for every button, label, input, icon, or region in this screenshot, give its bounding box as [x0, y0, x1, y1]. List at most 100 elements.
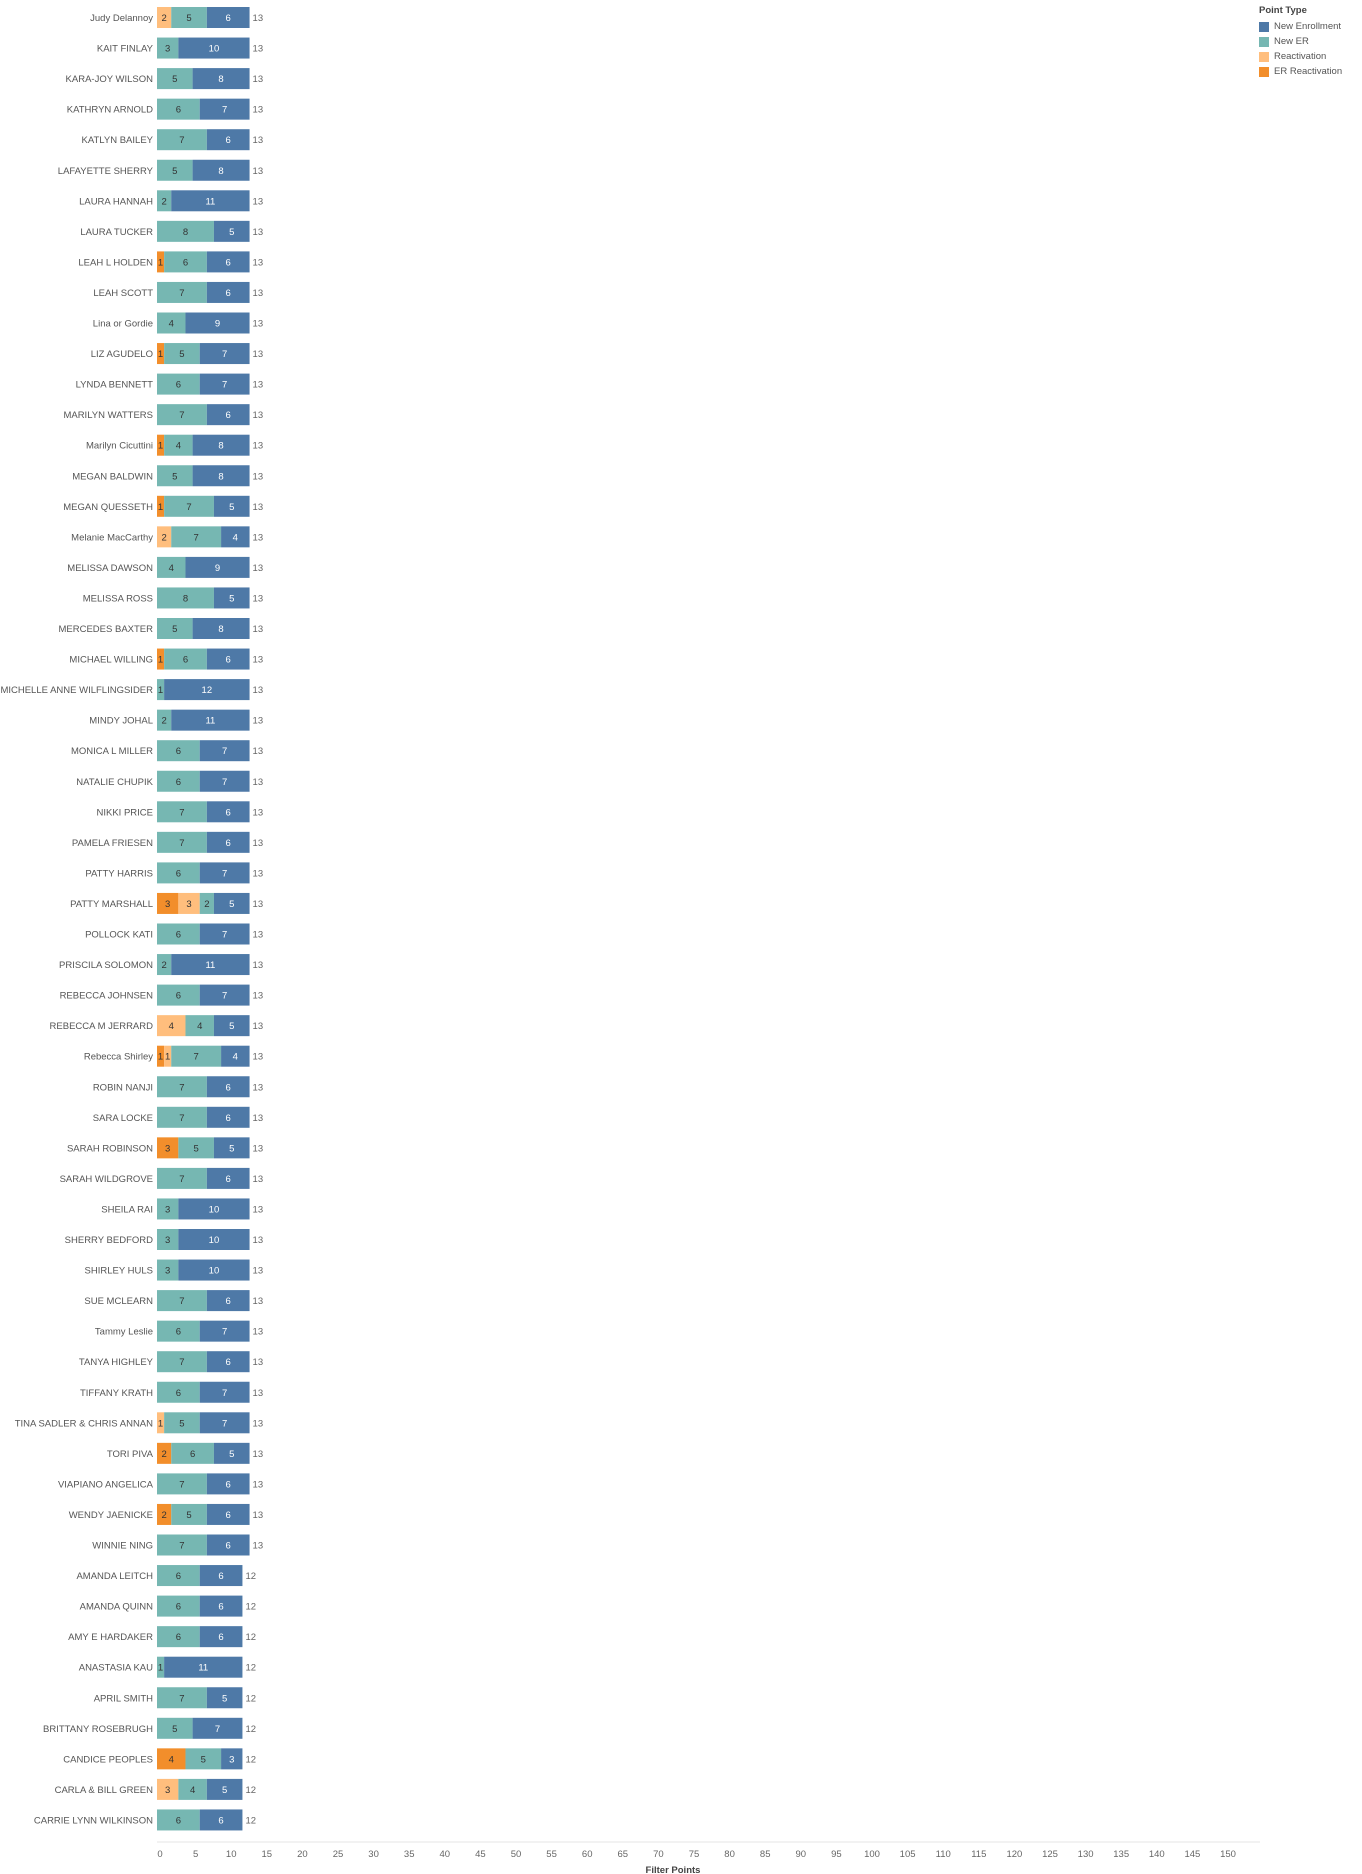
legend-item[interactable]: ER Reactivation	[1259, 64, 1342, 79]
row-label: WINNIE NING	[92, 1541, 153, 1552]
bar-total-label: 13	[253, 1174, 264, 1185]
bar-segment-new-er	[157, 1626, 200, 1648]
bar-segment-new-enrollment	[206, 1687, 243, 1709]
x-tick-label: 110	[936, 1849, 951, 1860]
bar-row: SHIRLEY HULS 3 10 13	[85, 1259, 263, 1281]
x-tick-label: 30	[368, 1849, 379, 1860]
x-tick-label: 125	[1042, 1849, 1058, 1860]
bar-row: MERCEDES BAXTER 5 8 13	[59, 618, 263, 639]
bar-segment-new-er	[157, 159, 193, 181]
bar-segment-label: 7	[179, 1082, 184, 1093]
bar-total-label: 13	[253, 1510, 264, 1521]
bar-segment-label: 6	[226, 1541, 231, 1552]
bar-segment-new-enrollment	[199, 984, 250, 1006]
bar-segment-label: 1	[158, 441, 163, 452]
bar-row: WINNIE NING 7 6 13	[92, 1534, 264, 1556]
bar-segment-new-enrollment	[192, 465, 250, 487]
row-label: Tammy Leslie	[95, 1327, 153, 1338]
bar-segment-label: 6	[226, 13, 231, 24]
bar-row: MEGAN BALDWIN 5 8 13	[72, 465, 263, 487]
bar-segment-label: 6	[226, 288, 231, 299]
bar-segment-new-enrollment	[206, 281, 250, 303]
bar-segment-new-enrollment	[192, 68, 250, 90]
bar-segment-new-er	[157, 1320, 200, 1342]
bar-segment-label: 3	[165, 1143, 170, 1154]
bar-segment-label: 3	[165, 44, 170, 55]
bar-total-label: 13	[253, 1541, 264, 1552]
bar-segment-label: 7	[179, 1693, 184, 1704]
bar-segment-label: 6	[218, 1632, 223, 1643]
row-label: TINA SADLER & CHRIS ANNAN	[15, 1418, 153, 1429]
bar-segment-new-er	[157, 98, 200, 120]
bar-segment-new-enrollment	[178, 1229, 250, 1250]
bar-segment-label: 5	[229, 227, 234, 238]
row-label: PATTY HARRIS	[85, 868, 153, 879]
bar-total-label: 13	[253, 532, 264, 543]
bar-total-label: 12	[245, 1724, 256, 1735]
bar-segment-label: 5	[201, 1754, 206, 1765]
legend-item[interactable]: New ER	[1259, 34, 1342, 49]
bar-total-label: 12	[245, 1754, 256, 1765]
bar-row: BRITTANY ROSEBRUGH 5 7 12	[43, 1717, 256, 1739]
bar-segment-new-enrollment	[199, 1320, 250, 1342]
bar-segment-new-er	[157, 1106, 207, 1128]
bar-segment-new-enrollment	[221, 1748, 243, 1770]
bar-segment-new-enrollment	[178, 1198, 250, 1220]
x-tick-label: 35	[404, 1849, 415, 1860]
x-tick-label: 135	[1113, 1849, 1129, 1860]
bar-segment-label: 6	[226, 1113, 231, 1124]
bar-row: ANASTASIA KAU 1 11 12	[79, 1656, 256, 1678]
bar-segment-new-er	[157, 1290, 207, 1312]
bar-total-label: 13	[253, 1418, 264, 1429]
bar-total-label: 13	[253, 74, 264, 85]
bar-total-label: 12	[245, 1571, 256, 1582]
bar-segment-label: 7	[179, 135, 184, 146]
row-label: ANASTASIA KAU	[79, 1663, 153, 1674]
bar-segment-new-er	[157, 831, 207, 853]
bar-total-label: 13	[253, 746, 264, 757]
bar-row: SHERRY BEDFORD 3 10 13	[65, 1229, 263, 1250]
bar-segment-new-er	[157, 770, 200, 792]
bar-total-label: 13	[253, 349, 264, 360]
row-label: NATALIE CHUPIK	[76, 777, 153, 788]
bar-segment-new-enrollment	[206, 1167, 250, 1189]
bar-total-label: 13	[253, 1021, 264, 1032]
bar-segment-label: 7	[179, 1296, 184, 1307]
bar-row: MELISSA DAWSON 4 9 13	[67, 556, 263, 578]
bar-total-label: 13	[253, 991, 264, 1002]
row-label: AMANDA QUINN	[80, 1602, 154, 1613]
legend-swatch	[1259, 51, 1269, 62]
x-tick-label: 55	[546, 1849, 557, 1860]
bar-segment-new-er	[178, 1137, 214, 1159]
row-label: VIAPIANO ANGELICA	[58, 1479, 154, 1490]
legend-item[interactable]: Reactivation	[1259, 49, 1342, 64]
bar-segment-label: 7	[222, 380, 227, 391]
bar-segment-label: 7	[186, 502, 191, 513]
bar-total-label: 12	[245, 1693, 256, 1704]
bar-segment-new-er	[157, 1259, 179, 1281]
bar-segment-new-er	[157, 1534, 207, 1556]
bar-segment-new-enrollment	[206, 7, 250, 28]
bar-segment-label: 4	[169, 563, 174, 574]
legend-item[interactable]: New Enrollment	[1259, 19, 1342, 34]
bar-segment-new-enrollment	[171, 190, 250, 212]
bar-segment-label: 7	[222, 1327, 227, 1338]
row-label: SHEILA RAI	[101, 1204, 153, 1215]
bar-segment-label: 5	[172, 624, 177, 635]
bar-total-label: 13	[253, 1113, 264, 1124]
bar-segment-label: 4	[169, 1754, 174, 1765]
x-tick-label: 25	[333, 1849, 344, 1860]
bar-segment-label: 7	[179, 1174, 184, 1185]
bar-segment-label: 7	[194, 1052, 199, 1063]
bar-segment-label: 6	[190, 1449, 195, 1460]
bar-segment-label: 1	[158, 502, 163, 513]
bar-row: TANYA HIGHLEY 7 6 13	[79, 1351, 263, 1373]
bar-segment-label: 6	[226, 838, 231, 849]
bar-segment-new-enrollment	[199, 373, 250, 395]
bar-segment-new-er	[157, 923, 200, 945]
bar-row: POLLOCK KATI 6 7 13	[85, 923, 263, 945]
bar-segment-new-er	[171, 526, 222, 548]
bar-segment-new-enrollment	[199, 923, 250, 945]
bar-segment-new-enrollment	[171, 954, 250, 976]
